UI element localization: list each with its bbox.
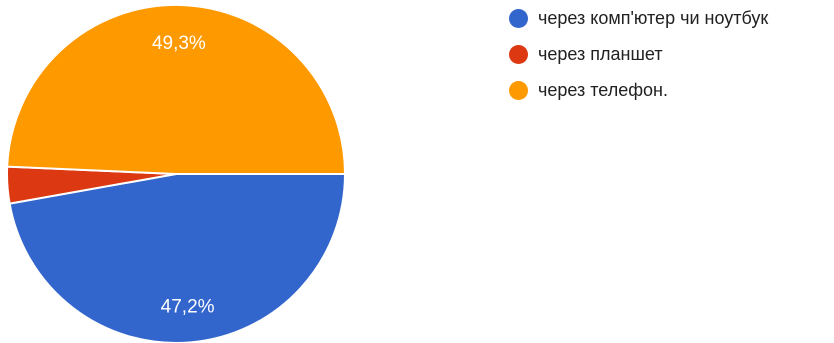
legend-item-phone[interactable]: через телефон. <box>509 78 768 102</box>
legend-color-dot <box>509 80 528 100</box>
pie-label-phone: 49,3% <box>152 33 206 54</box>
chart-legend: через комп'ютер чи ноутбук через планшет… <box>509 6 768 114</box>
legend-color-dot <box>509 8 528 28</box>
pie-chart: 47,2% 49,3% <box>6 3 347 343</box>
legend-item-computer[interactable]: через комп'ютер чи ноутбук <box>509 6 768 30</box>
legend-label: через комп'ютер чи ноутбук <box>538 7 769 28</box>
legend-label: через телефон. <box>538 79 668 100</box>
pie-slice-phone[interactable] <box>6 3 347 175</box>
pie-label-computer: 47,2% <box>161 296 215 317</box>
legend-label: через планшет <box>538 43 663 64</box>
legend-item-tablet[interactable]: через планшет <box>509 42 768 66</box>
legend-color-dot <box>509 44 528 64</box>
pie-slice-computer[interactable] <box>8 173 347 343</box>
